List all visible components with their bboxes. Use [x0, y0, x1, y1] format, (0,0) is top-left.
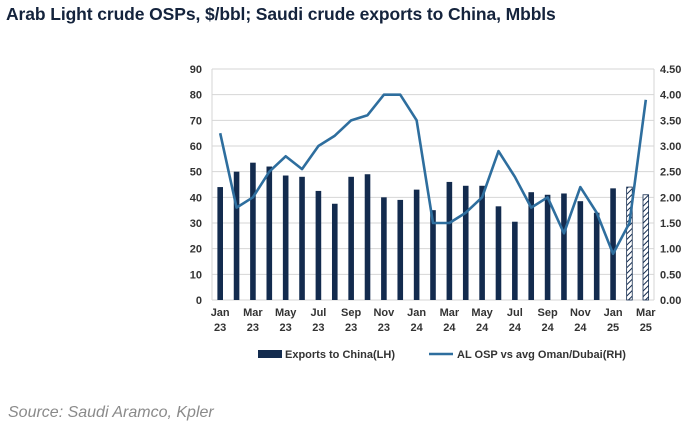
x-tick-month: Mar: [636, 307, 656, 319]
bar-oct-23: [364, 174, 371, 300]
right-tick-label: 2.50: [660, 167, 681, 179]
line-series: [218, 93, 648, 256]
bar-nov-24: [577, 201, 584, 300]
bar-nov-23: [381, 197, 387, 300]
right-tick-label: 3.50: [660, 115, 681, 127]
right-tick-label: 1.50: [660, 218, 681, 230]
bar-dec-23: [397, 199, 404, 300]
left-tick-label: 10: [190, 269, 202, 281]
x-tick-month: May: [471, 307, 493, 319]
x-tick-year: 24: [443, 322, 456, 334]
legend-line-label: AL OSP vs avg Oman/Dubai(RH): [457, 349, 626, 361]
x-tick-month: Nov: [373, 307, 395, 319]
x-axis: Jan 23 Mar 23 May 23 Jul 23 Sep 23 Nov 23 Jan 24 Mar 24…: [211, 307, 657, 334]
bar-jan-25: [610, 188, 616, 300]
bar-dec-24: [593, 212, 600, 300]
x-tick-month: Mar: [243, 307, 263, 319]
x-tick-year: 23: [280, 322, 292, 334]
bar-series: [217, 162, 650, 301]
bar-jul-23: [315, 190, 322, 300]
bar-aug-23: [331, 203, 338, 300]
left-tick-label: 20: [190, 244, 202, 256]
x-tick-year: 24: [509, 322, 522, 334]
x-tick-year: 24: [541, 322, 554, 334]
bar-mar-24: [446, 181, 453, 300]
x-tick-month: Jul: [507, 307, 523, 319]
x-tick-year: 23: [345, 322, 357, 334]
x-tick-year: 23: [312, 322, 324, 334]
right-tick-label: 4.50: [660, 64, 681, 76]
right-tick-label: 2.00: [660, 192, 681, 204]
x-tick-month: Sep: [537, 307, 557, 319]
right-tick-label: 4.00: [660, 90, 681, 102]
x-tick-year: 23: [247, 322, 259, 334]
right-tick-label: 0.00: [660, 295, 681, 307]
x-tick-month: Mar: [440, 307, 460, 319]
x-tick-year: 23: [214, 322, 226, 334]
x-tick-year: 25: [607, 322, 619, 334]
legend-bar-swatch: [258, 350, 282, 358]
bar-may-24: [479, 185, 485, 300]
legend-bar-label: Exports to China(LH): [285, 349, 395, 361]
left-tick-label: 30: [190, 218, 202, 230]
left-tick-label: 40: [190, 192, 202, 204]
x-tick-month: Jan: [604, 307, 623, 319]
bar-jan-23: [217, 187, 223, 300]
bar-may-23: [282, 175, 289, 300]
bar-mar-25: [642, 194, 650, 301]
bar-mar-23: [250, 162, 256, 300]
bar-feb-23: [233, 171, 240, 300]
source-note: Source: Saudi Aramco, Kpler: [8, 404, 214, 421]
x-tick-year: 25: [640, 322, 652, 334]
x-tick-year: 24: [411, 322, 424, 334]
left-tick-label: 80: [190, 90, 202, 102]
bar-jun-23: [299, 176, 305, 300]
bar-apr-24: [462, 185, 469, 300]
legend: Exports to China(LH) AL OSP vs avg Oman/D…: [258, 349, 626, 361]
left-tick-label: 70: [190, 115, 202, 127]
bar-apr-23: [266, 166, 273, 300]
right-tick-label: 0.50: [660, 269, 681, 281]
bar-jun-24: [495, 206, 502, 300]
bar-feb-24: [430, 210, 436, 300]
bar-aug-24: [528, 192, 535, 300]
left-tick-label: 0: [196, 295, 202, 307]
bar-jul-24: [512, 221, 518, 300]
right-axis: 0.00 0.50 1.00 1.50 2.00 2.50 3.00 3.50 4.00 4.50: [660, 64, 681, 307]
right-tick-label: 3.00: [660, 141, 681, 153]
bar-sep-23: [348, 176, 354, 300]
osp-line: [218, 93, 648, 256]
right-tick-label: 1.00: [660, 244, 681, 256]
x-tick-year: 24: [574, 322, 587, 334]
x-tick-month: May: [275, 307, 297, 319]
left-tick-label: 50: [190, 167, 202, 179]
left-tick-label: 90: [190, 64, 202, 76]
bar-oct-24: [561, 193, 567, 300]
bar-feb-25: [626, 186, 633, 301]
x-tick-month: Jan: [211, 307, 230, 319]
x-tick-month: Sep: [341, 307, 361, 319]
x-tick-month: Jul: [310, 307, 326, 319]
chart-title: Arab Light crude OSPs, $/bbl; Saudi crud…: [6, 4, 556, 24]
bar-sep-24: [544, 194, 551, 300]
x-tick-year: 23: [378, 322, 390, 334]
x-tick-month: Nov: [570, 307, 592, 319]
left-axis: 0 10 20 30 40 50 60 70 80 90: [190, 64, 202, 307]
x-tick-month: Jan: [407, 307, 426, 319]
left-tick-label: 60: [190, 141, 202, 153]
bar-jan-24: [413, 189, 420, 300]
x-tick-year: 24: [476, 322, 489, 334]
